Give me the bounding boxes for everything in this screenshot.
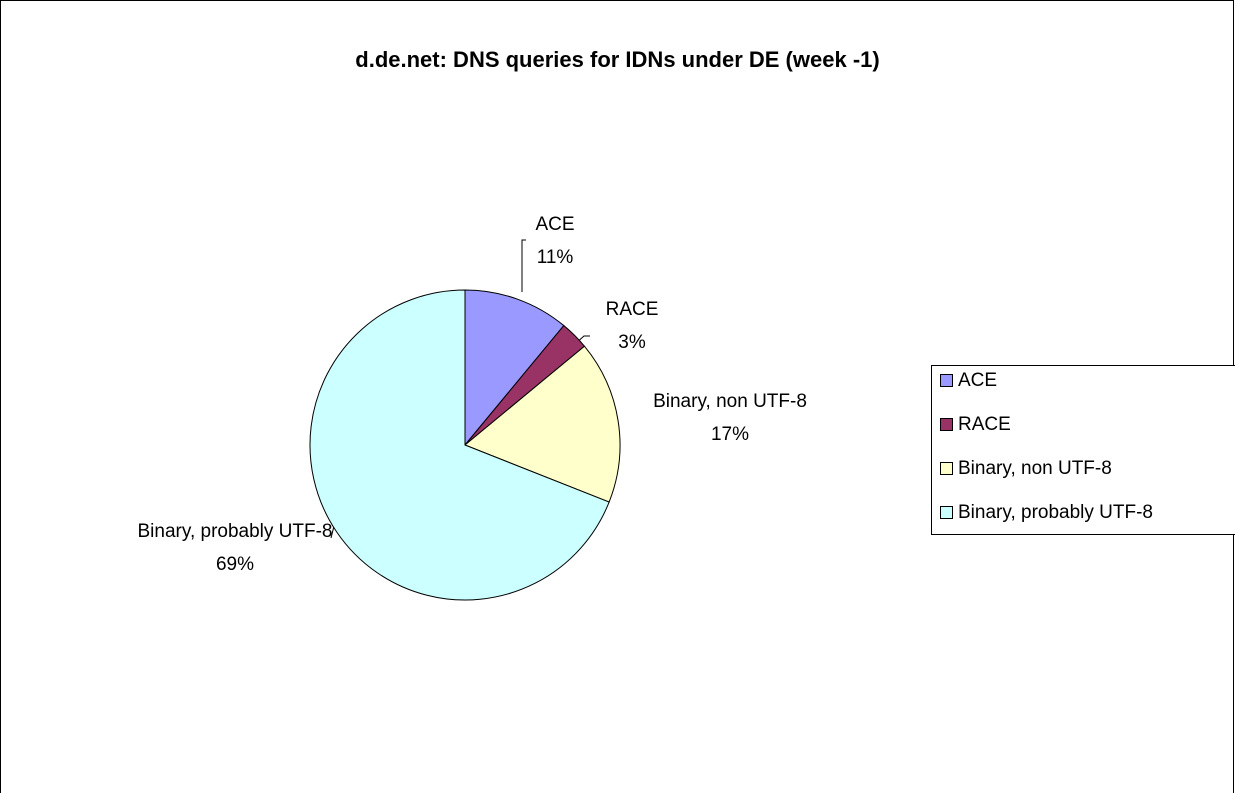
data-label-category: Binary, non UTF-8: [653, 391, 807, 412]
data-label-value: 11%: [536, 247, 574, 268]
legend-item: ACE: [940, 369, 997, 393]
pie-slice: [464, 289, 565, 447]
data-label: Binary, probably UTF-8 69%: [130, 515, 340, 581]
data-label-category: RACE: [605, 299, 659, 320]
legend-swatch: [940, 462, 953, 475]
data-label: ACE 11%: [505, 208, 605, 274]
data-label-category: Binary, probably UTF-8: [137, 521, 333, 542]
chart-title: d.de.net: DNS queries for IDNs under DE …: [355, 47, 880, 72]
legend-swatch: [940, 374, 953, 387]
data-label-category: ACE: [535, 214, 575, 235]
legend-label: Binary, probably UTF-8: [958, 502, 1153, 523]
legend-item: Binary, non UTF-8: [940, 457, 1112, 481]
data-label-value: 69%: [215, 554, 255, 575]
pie-slice: [464, 345, 621, 503]
legend-label: ACE: [958, 370, 998, 391]
legend-swatch: [940, 506, 953, 519]
data-label: Binary, non UTF-8 17%: [620, 385, 840, 451]
legend-swatch: [940, 418, 953, 431]
data-label-value: 3%: [618, 332, 646, 353]
legend-item: RACE: [940, 413, 1011, 437]
data-label-value: 17%: [710, 424, 750, 445]
data-label: RACE 3%: [582, 293, 682, 359]
leader-line: [521, 239, 526, 292]
legend: ACE RACE Binary, non UTF-8 Binary, probably…: [931, 365, 1235, 535]
legend-label: Binary, non UTF-8: [958, 458, 1112, 479]
legend-label: RACE: [958, 414, 1011, 435]
legend-item: Binary, probably UTF-8: [940, 501, 1153, 525]
pie-slice: [309, 289, 610, 601]
